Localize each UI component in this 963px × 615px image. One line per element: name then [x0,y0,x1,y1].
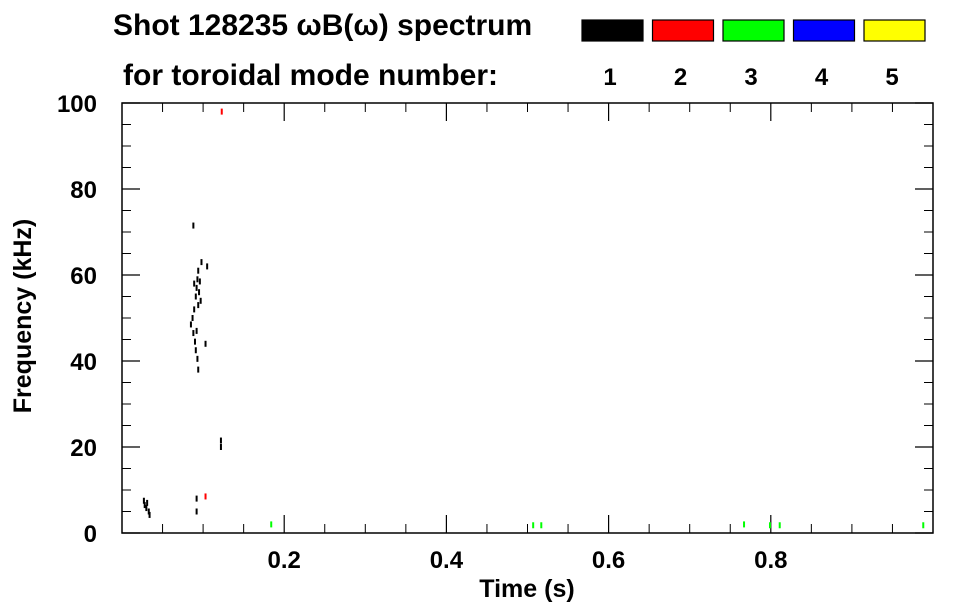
spectrum-point-mode-1 [200,259,203,266]
axis-ticks: 0.2 0.4 0.6 0.8 0 20 40 60 80 100 [57,91,933,574]
legend-swatch [581,19,644,42]
y-tick-label: 80 [70,177,97,204]
x-tick-label: 0.6 [592,547,625,574]
spectrum-point-mode-3 [532,522,535,529]
spectrum-point-mode-3 [768,522,771,529]
spectrum-point-mode-2 [220,108,223,115]
legend-label: 4 [815,64,829,91]
spectrum-point-mode-1 [195,495,198,502]
y-axis-label: Frequency (kHz) [9,219,37,413]
spectrum-point-mode-2 [204,493,207,500]
spectrum-point-mode-1 [193,280,196,287]
spectrum-point-mode-1 [198,289,201,296]
spectrum-point-mode-3 [922,522,925,529]
spectrum-point-mode-3 [778,522,781,529]
legend-swatch [792,19,856,42]
spectrum-point-mode-1 [219,444,222,450]
chart-subtitle: for toroidal mode number: [123,59,498,92]
spectrum-point-mode-1 [148,511,151,518]
legend-swatch [722,19,785,42]
spectrum-point-mode-1 [195,284,198,291]
y-tick-label: 0 [84,521,97,548]
spectrum-point-mode-3 [540,522,543,529]
spectrum-point-mode-1 [199,297,202,304]
y-tick-label: 40 [70,349,97,376]
spectrum-point-mode-3 [270,521,273,528]
x-tick-label: 0.4 [430,547,464,574]
spectrum-point-mode-1 [191,315,194,321]
spectrum-point-mode-1 [196,276,199,283]
chart-title: Shot 128235 ωB(ω) spectrum [113,9,532,42]
spectrum-point-mode-1 [195,327,198,334]
spectrum-point-mode-1 [206,263,209,270]
legend-label: 3 [744,64,757,91]
spectrum-point-mode-1 [194,347,197,354]
spectrum-point-mode-1 [197,366,200,373]
y-tick-label: 20 [70,435,97,462]
spectrum-point-mode-1 [194,293,197,300]
legend-swatch [863,19,926,42]
legend-label: 5 [885,64,898,91]
legend-label: 1 [603,64,616,91]
spectrum-point-mode-1 [197,267,200,274]
spectrum-point-mode-1 [193,338,196,345]
spectrum-point-mode-1 [193,306,196,313]
spectrum-point-mode-1 [195,508,198,515]
spectrum-point-mode-1 [143,502,146,509]
spectrum-point-mode-1 [189,321,192,328]
spectrum-point-mode-1 [204,340,207,347]
spectrum-point-mode-1 [142,497,145,504]
spectrum-point-mode-1 [198,278,201,285]
legend: 1 2 3 4 5 [581,19,926,91]
spectrum-point-mode-1 [145,505,148,512]
spectrum-point-mode-3 [743,521,746,528]
spectrum-point-mode-1 [147,508,150,515]
spectrum-point-mode-1 [196,355,199,362]
legend-swatch [651,19,715,42]
x-axis-label: Time (s) [479,575,574,603]
spectrum-point-mode-1 [146,499,149,506]
data-points [142,108,925,529]
spectrum-point-mode-1 [192,222,195,229]
x-tick-label: 0.8 [754,547,787,574]
y-tick-label: 100 [57,91,97,118]
y-tick-label: 60 [70,263,97,290]
x-tick-label: 0.2 [268,547,301,574]
plot-frame [121,102,934,534]
spectrum-point-mode-1 [197,302,200,309]
legend-label: 2 [674,64,687,91]
spectrum-point-mode-1 [192,330,195,337]
spectrum-point-mode-1 [219,437,222,444]
